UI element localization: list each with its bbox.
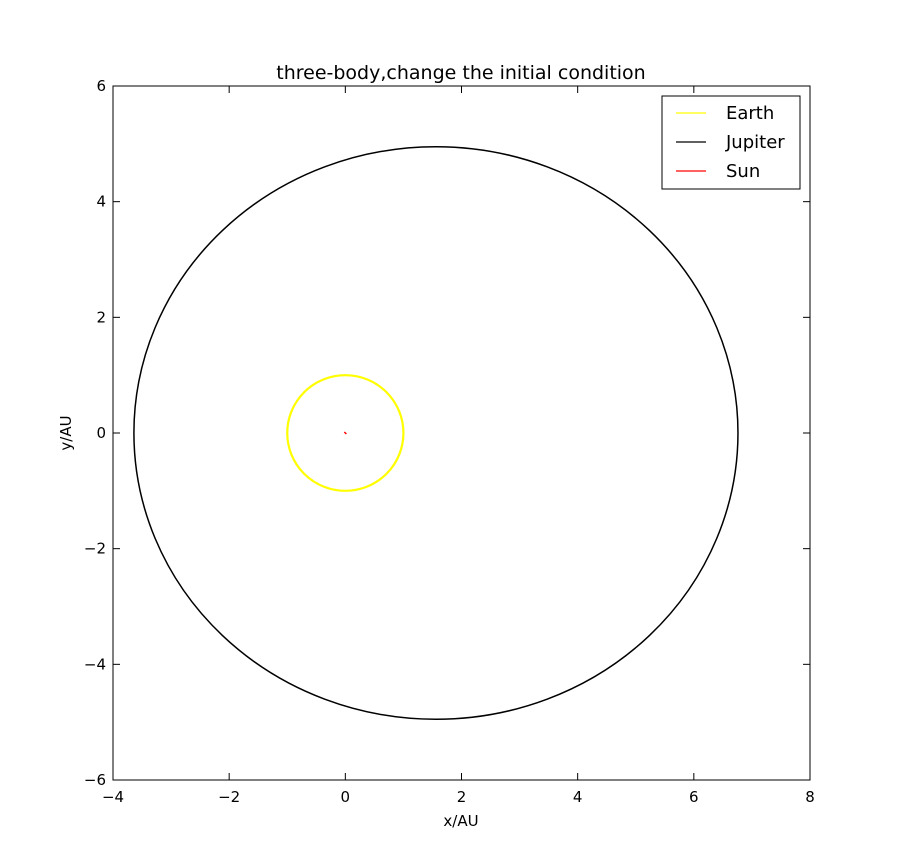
y-tick-label: −6 <box>84 771 106 789</box>
series-group <box>133 145 739 721</box>
legend-label-sun: Sun <box>726 161 760 182</box>
y-tick-label: 0 <box>96 424 106 442</box>
x-axis-title: x/AU <box>443 812 478 830</box>
sun-orbit <box>343 431 347 435</box>
x-tick-label: 0 <box>341 788 351 806</box>
x-tick-label: 8 <box>805 788 815 806</box>
x-tick-label: 6 <box>689 788 699 806</box>
y-tick-label: −2 <box>84 540 106 558</box>
x-tick-label: −2 <box>218 788 240 806</box>
x-tick-label: 4 <box>573 788 583 806</box>
x-tick-label: 2 <box>457 788 467 806</box>
y-tick-label: −4 <box>84 655 106 673</box>
legend-label-jupiter: Jupiter <box>725 132 785 153</box>
y-tick-label: 2 <box>96 308 106 326</box>
x-tick-label: −4 <box>102 788 124 806</box>
earth-orbit <box>286 374 405 492</box>
y-tick-label: 4 <box>96 193 106 211</box>
chart-title: three-body,change the initial condition <box>276 62 645 84</box>
jupiter-orbit <box>133 145 739 721</box>
legend: Earth Jupiter Sun <box>661 95 801 190</box>
y-axis-title: y/AU <box>57 415 75 450</box>
y-tick-label: 6 <box>96 77 106 95</box>
legend-label-earth: Earth <box>726 103 774 124</box>
